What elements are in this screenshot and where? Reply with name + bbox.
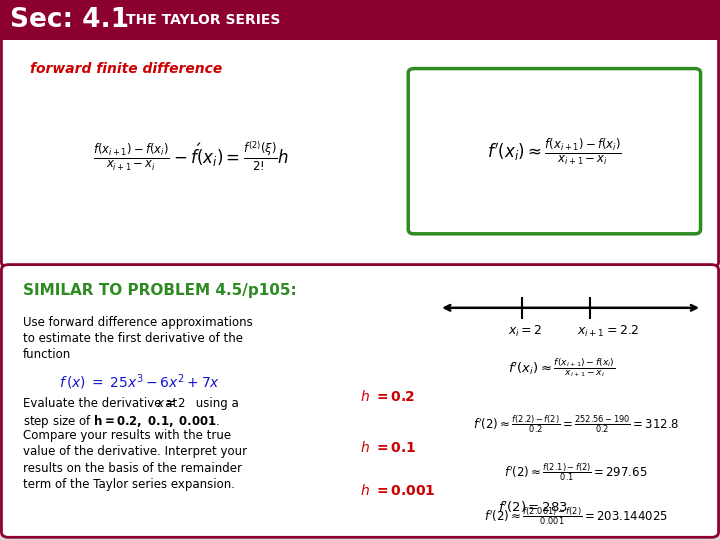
Text: $\frac{f(x_{i+1})-f(x_i)}{x_{i+1}-x_i} - f\'(x_i) = \frac{f^{(2)}(\xi)}{2!}h$: $\frac{f(x_{i+1})-f(x_i)}{x_{i+1}-x_i} -… [93,140,289,173]
Text: Use forward difference approximations: Use forward difference approximations [23,316,253,329]
Text: $\mathit{h}$ $\mathbf{= 0.001}$: $\mathit{h}$ $\mathbf{= 0.001}$ [360,483,436,498]
Text: step size of $\mathbf{h = 0.2,\ 0.1,\ 0.001}$.: step size of $\mathbf{h = 0.2,\ 0.1,\ 0.… [23,413,220,430]
Text: $x_i=2$: $x_i=2$ [508,324,543,339]
Text: using a: using a [192,397,239,410]
Text: $\mathit{h}$ $\mathbf{= 0.2}$: $\mathit{h}$ $\mathbf{= 0.2}$ [360,389,415,404]
Text: Evaluate the derivative at: Evaluate the derivative at [23,397,181,410]
Text: Compare your results with the true: Compare your results with the true [23,429,231,442]
Text: $f'(x_i) \approx \frac{f(x_{i+1})-f(x_i)}{x_{i+1}-x_i}$: $f'(x_i) \approx \frac{f(x_{i+1})-f(x_i)… [487,136,622,166]
Text: term of the Taylor series expansion.: term of the Taylor series expansion. [23,478,235,491]
Text: to estimate the first derivative of the: to estimate the first derivative of the [23,332,243,345]
FancyBboxPatch shape [1,265,719,537]
FancyBboxPatch shape [408,69,701,234]
Text: $f'(2) \approx \frac{f(2.2)-f(2)}{0.2} = \frac{252.56-190}{0.2} = 312.8$: $f'(2) \approx \frac{f(2.2)-f(2)}{0.2} =… [473,413,679,435]
Text: $f\,(x)\;=\;25x^3 - 6x^2 + 7x$: $f\,(x)\;=\;25x^3 - 6x^2 + 7x$ [59,373,220,392]
Text: $f'(2) \approx \frac{f(2.1)-f(2)}{0.1} = 297.65$: $f'(2) \approx \frac{f(2.1)-f(2)}{0.1} =… [504,462,648,483]
Text: SIMILAR TO PROBLEM 4.5/p105:: SIMILAR TO PROBLEM 4.5/p105: [23,284,297,299]
FancyBboxPatch shape [0,0,720,40]
Text: forward finite difference: forward finite difference [30,62,222,76]
Text: THE TAYLOR SERIES: THE TAYLOR SERIES [126,13,280,27]
Text: $f'(2) \approx \frac{f(2.001)-f(2)}{0.001} = 203.144025$: $f'(2) \approx \frac{f(2.001)-f(2)}{0.00… [484,505,668,526]
Text: $\mathit{h}$ $\mathbf{= 0.1}$: $\mathit{h}$ $\mathbf{= 0.1}$ [360,440,416,455]
Text: value of the derivative. Interpret your: value of the derivative. Interpret your [23,446,247,458]
Text: $f'(x_i) \approx \frac{f(x_{i+1})-f(x_i)}{x_{i+1}-x_i}$: $f'(x_i) \approx \frac{f(x_{i+1})-f(x_i)… [508,356,616,380]
Text: results on the basis of the remainder: results on the basis of the remainder [23,462,242,475]
Text: Sec: 4.1: Sec: 4.1 [10,7,129,33]
Text: $f'(2) = 283$: $f'(2) = 283$ [498,500,567,515]
Text: $x_{i+1}=2.2$: $x_{i+1}=2.2$ [577,324,639,339]
Text: function: function [23,348,71,361]
Text: $x = 2$: $x = 2$ [156,397,186,410]
FancyBboxPatch shape [1,35,719,267]
